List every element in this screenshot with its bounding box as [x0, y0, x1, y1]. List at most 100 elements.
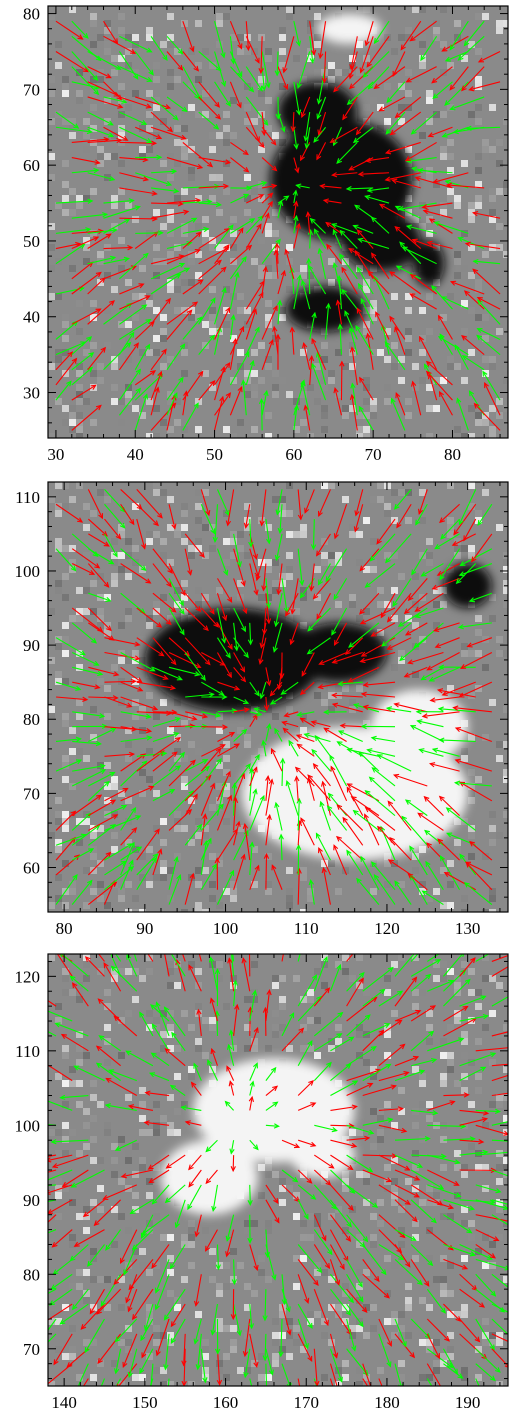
vector-arrow-head — [128, 1284, 135, 1291]
vector-arrow-head — [468, 86, 475, 92]
vector-arrow-head — [143, 1325, 150, 1332]
vector-arrow-head — [242, 822, 249, 830]
vector-arrow-head — [69, 975, 76, 982]
vector-arrow-shaft — [283, 727, 299, 742]
vector-arrow-shaft — [233, 763, 251, 787]
vector-arrow-shaft — [120, 696, 158, 710]
vector-arrow-shaft — [229, 20, 243, 49]
vector-arrow-head — [127, 245, 134, 251]
vector-arrow-head — [241, 626, 246, 633]
vector-arrow-head — [243, 166, 250, 173]
vector-arrow-head — [107, 132, 115, 138]
vector-arrow-shaft — [88, 799, 116, 817]
vector-arrow-shaft — [361, 637, 396, 657]
vector-arrow-head — [212, 536, 218, 543]
vector-arrow-shaft — [360, 607, 396, 625]
vector-arrow-head — [131, 827, 138, 833]
vector-arrow-head — [440, 1307, 446, 1314]
vector-arrow-shaft — [459, 1243, 492, 1260]
vector-arrow-head — [195, 606, 202, 613]
vector-arrow-shaft — [459, 957, 476, 977]
vector-arrow-shaft — [245, 292, 264, 325]
vector-arrow-shaft — [346, 1124, 374, 1134]
vector-arrow-shaft — [262, 563, 267, 591]
vector-arrow-shaft — [385, 172, 421, 181]
vector-arrow-shaft — [249, 548, 259, 577]
vector-arrow-head — [337, 730, 345, 736]
vector-arrow-shaft — [230, 66, 254, 92]
vector-arrow-head — [59, 1094, 66, 1101]
vector-arrow-shaft — [330, 1154, 353, 1170]
vector-arrow-head — [293, 143, 299, 150]
vector-arrow-head — [249, 767, 255, 774]
vector-arrow-head — [166, 581, 172, 588]
vector-arrow-head — [80, 1324, 87, 1330]
vector-arrow-shaft — [217, 743, 240, 757]
vector-arrow-head — [140, 1335, 146, 1342]
vector-arrow-head — [295, 222, 301, 229]
vector-arrow-head — [258, 398, 265, 405]
panel-middle — [48, 482, 508, 912]
y-tick-label: 80 — [23, 5, 40, 24]
vector-arrow-shaft — [329, 1348, 343, 1382]
vector-arrow-shaft — [55, 126, 92, 133]
vector-arrow-head — [352, 224, 359, 230]
vector-arrow-shaft — [249, 714, 258, 727]
vector-arrow-shaft — [351, 796, 380, 817]
vector-arrow-head — [309, 57, 315, 64]
vector-arrow-head — [359, 67, 365, 74]
vector-arrow-head — [103, 962, 109, 969]
vector-arrow-head — [265, 82, 271, 89]
vector-arrow-shaft — [71, 405, 102, 431]
vector-arrow-head — [86, 879, 93, 886]
vector-arrow-shaft — [491, 1121, 508, 1126]
vector-arrow-head — [365, 332, 371, 339]
vector-arrow-shaft — [475, 1273, 496, 1297]
vector-arrow-shaft — [394, 703, 428, 713]
vector-arrow-head — [313, 228, 319, 235]
vector-arrow-shaft — [214, 307, 230, 340]
vector-arrow-shaft — [48, 1064, 73, 1082]
vector-arrow-head — [252, 553, 258, 561]
vector-arrow-head — [243, 829, 249, 836]
vector-arrow-head — [150, 1004, 156, 1010]
vector-arrow-head — [271, 1274, 277, 1281]
vector-arrow-head — [376, 754, 383, 760]
vector-arrow-head — [135, 368, 141, 375]
vector-arrow-shaft — [409, 846, 428, 876]
vector-arrow-head — [348, 327, 354, 334]
positive-polarity-region — [370, 689, 468, 764]
vector-arrow-shaft — [166, 51, 183, 71]
vector-arrow-shaft — [398, 607, 428, 627]
vector-arrow-shaft — [443, 1258, 468, 1270]
vector-arrow-shaft — [120, 786, 154, 802]
vector-arrow-head — [399, 1043, 406, 1050]
vector-arrow-head — [257, 85, 263, 92]
vector-arrow-head — [30, 1022, 35, 1026]
vector-arrow-head — [99, 713, 106, 719]
vector-arrow-shaft — [358, 406, 374, 431]
vector-arrow-shaft — [55, 759, 82, 772]
vector-arrow-shaft — [231, 954, 235, 977]
vector-arrow-head — [512, 1176, 517, 1180]
vector-arrow-shaft — [338, 681, 363, 685]
vector-arrow-head — [295, 734, 303, 740]
vector-arrow-head — [369, 555, 376, 562]
vector-arrow-shaft — [355, 325, 374, 355]
vector-arrow-shaft — [249, 1096, 253, 1111]
vector-arrow-head — [311, 337, 317, 345]
vector-arrow-shaft — [330, 1080, 358, 1097]
vector-arrow-shaft — [129, 1105, 154, 1111]
vector-arrow-shaft — [439, 796, 460, 817]
vector-arrow-head — [351, 1104, 358, 1110]
vector-arrow-head — [327, 1249, 333, 1256]
vector-arrow-head — [249, 841, 255, 848]
vector-arrow-shaft — [72, 666, 103, 675]
vector-arrow-shaft — [165, 1184, 186, 1203]
vector-arrow-shaft — [120, 846, 142, 861]
vector-arrow-shaft — [55, 637, 86, 656]
vector-arrow-shaft — [296, 734, 315, 743]
vector-arrow-head — [79, 650, 86, 656]
vector-arrow-head — [170, 607, 177, 613]
vector-arrow-shaft — [394, 774, 428, 787]
